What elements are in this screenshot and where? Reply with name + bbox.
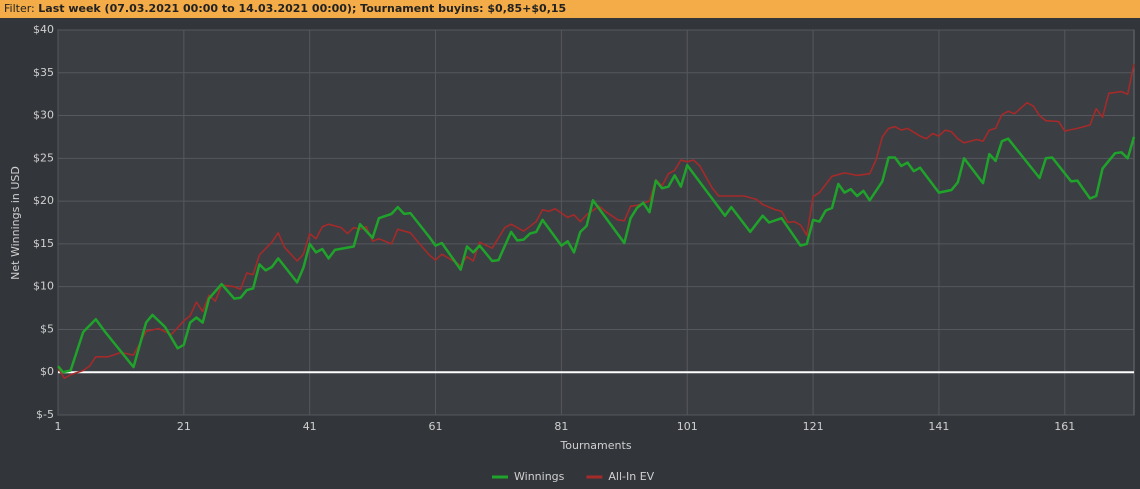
filter-text: Last week (07.03.2021 00:00 to 14.03.202… <box>38 2 567 15</box>
plot-area <box>57 29 1135 416</box>
x-tick-label: 41 <box>303 420 317 433</box>
y-tick-label: $35 <box>33 66 54 79</box>
y-tick-label: $25 <box>33 151 54 164</box>
x-tick-label: 81 <box>554 420 568 433</box>
y-tick-label: $5 <box>40 322 54 335</box>
filter-bar: Filter: Last week (07.03.2021 00:00 to 1… <box>0 0 1140 18</box>
series-line <box>57 136 1136 374</box>
chart: Net Winnings in USD Tournaments $-5 $0 $5 $… <box>9 23 1136 483</box>
x-tick-label: 161 <box>1054 420 1075 433</box>
x-tick-label: 121 <box>803 420 824 433</box>
y-tick-label: $0 <box>40 365 54 378</box>
y-axis-label: Net Winnings in USD <box>9 166 22 280</box>
x-axis-label: Tournaments <box>559 439 631 452</box>
series-line <box>57 64 1135 379</box>
y-tick-label: $-5 <box>36 408 54 421</box>
x-tick-label: 1 <box>55 420 62 433</box>
x-tick-label: 101 <box>677 420 698 433</box>
y-tick-label: $30 <box>33 109 54 122</box>
legend-label: All-In EV <box>608 470 654 483</box>
legend-label: Winnings <box>514 470 565 483</box>
y-tick-label: $20 <box>33 194 54 207</box>
filter-label: Filter: <box>4 2 35 15</box>
y-tick-label: $40 <box>33 23 54 36</box>
y-tick-label: $10 <box>33 280 54 293</box>
x-tick-label: 21 <box>177 420 191 433</box>
x-tick-label: 141 <box>928 420 949 433</box>
x-tick-label: 61 <box>429 420 443 433</box>
y-tick-label: $15 <box>33 237 54 250</box>
